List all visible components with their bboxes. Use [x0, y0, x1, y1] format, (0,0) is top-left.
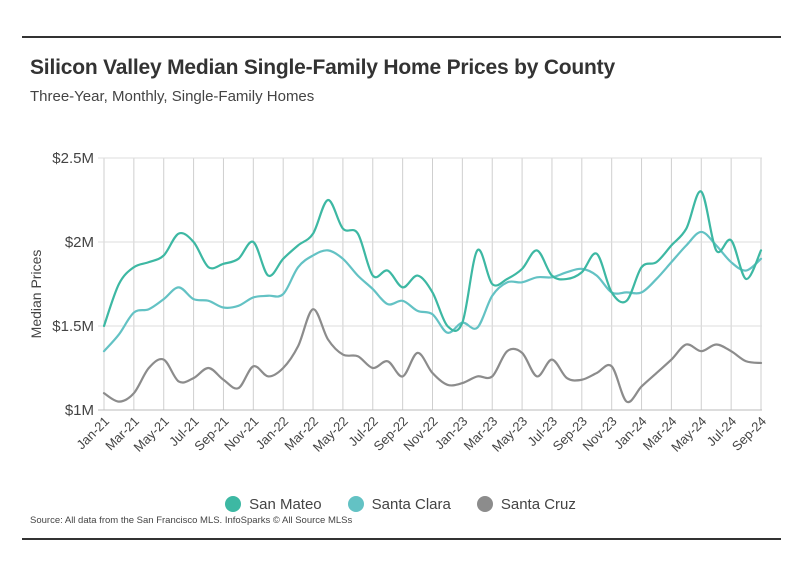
legend-item: Santa Clara	[347, 495, 451, 513]
source-note: Source: All data from the San Francisco …	[30, 515, 353, 526]
chart-title: Silicon Valley Median Single-Family Home…	[30, 56, 615, 79]
top-rule	[22, 36, 781, 38]
y-tick-label: $2.5M	[52, 150, 94, 167]
legend-item: San Mateo	[225, 496, 322, 513]
series-line-san-mateo	[102, 190, 763, 333]
legend-swatch	[476, 496, 493, 512]
legend-swatch	[347, 496, 364, 512]
series-line-santa-cruz	[102, 308, 763, 404]
series-line-santa-clara	[102, 230, 763, 353]
y-tick-label: $2M	[65, 234, 94, 251]
y-tick-label: $1M	[65, 402, 94, 419]
x-tick-label: Sep-24	[729, 414, 769, 454]
grid-layer	[98, 157, 762, 411]
legend-swatch	[225, 496, 242, 512]
legend-item: Santa Cruz	[476, 495, 576, 513]
legend-label: San Mateo	[249, 495, 322, 513]
x-tick-label: Nov-23	[580, 414, 620, 454]
x-tick-label: Nov-21	[221, 414, 261, 454]
chart-legend: San Mateo Santa Clara Santa Cruz	[0, 492, 801, 516]
x-tick-label: Nov-22	[400, 414, 440, 454]
series-layer	[102, 190, 763, 404]
legend-label: Santa Cruz	[500, 495, 576, 513]
y-tick-label: $1.5M	[52, 318, 94, 335]
y-axis-label: Median Prices	[28, 250, 44, 339]
chart-subtitle: Three-Year, Monthly, Single-Family Homes	[30, 88, 315, 105]
bottom-rule	[22, 538, 781, 540]
legend-label: Santa Clara	[371, 495, 451, 513]
